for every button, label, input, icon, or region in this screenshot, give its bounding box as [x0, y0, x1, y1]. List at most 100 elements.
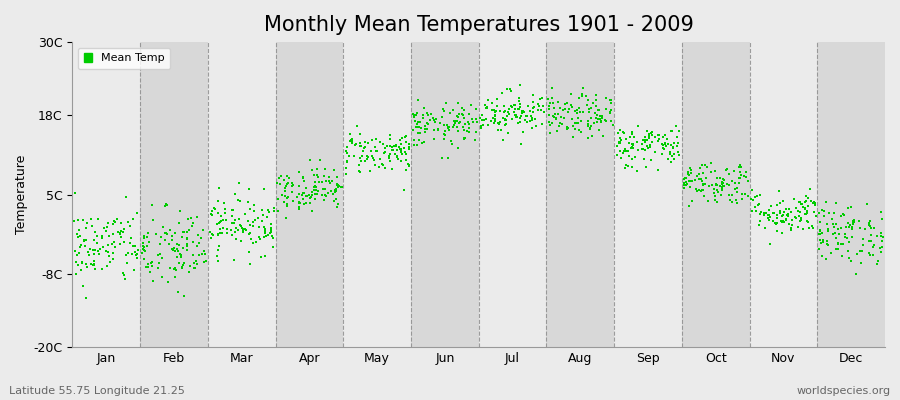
Point	[683, 178, 698, 185]
Point	[106, 256, 121, 262]
Point	[581, 135, 596, 141]
Point	[153, 234, 167, 240]
Point	[798, 198, 813, 204]
Point	[542, 111, 556, 118]
Point	[545, 85, 560, 92]
Point	[361, 154, 375, 160]
Point	[140, 264, 155, 270]
Point	[585, 133, 599, 139]
Point	[394, 147, 409, 153]
Point	[618, 165, 633, 171]
Point	[575, 93, 590, 99]
Point	[431, 126, 446, 132]
Point	[349, 141, 364, 148]
Point	[698, 180, 713, 187]
Point	[479, 104, 493, 111]
Point	[99, 228, 113, 234]
Point	[286, 198, 301, 204]
Point	[554, 104, 568, 111]
Point	[468, 136, 482, 143]
Point	[218, 206, 232, 212]
Point	[87, 262, 102, 268]
Point	[302, 199, 317, 206]
Point	[334, 184, 348, 190]
Point	[264, 226, 278, 233]
Point	[816, 208, 831, 214]
Point	[565, 116, 580, 122]
Point	[733, 162, 747, 168]
Point	[658, 132, 672, 138]
Point	[354, 158, 368, 164]
Point	[419, 126, 434, 132]
Point	[211, 231, 225, 238]
Point	[683, 166, 698, 173]
Point	[318, 192, 332, 198]
Point	[181, 216, 195, 222]
Point	[219, 217, 233, 223]
Point	[260, 214, 274, 220]
Point	[73, 244, 87, 250]
Point	[767, 210, 781, 216]
Point	[211, 198, 225, 204]
Point	[428, 118, 442, 125]
Point	[813, 231, 827, 237]
Point	[796, 226, 810, 232]
Point	[338, 171, 353, 178]
Point	[705, 169, 719, 176]
Point	[606, 121, 620, 128]
Point	[302, 157, 317, 164]
Point	[640, 143, 654, 150]
Point	[353, 168, 367, 175]
Point	[843, 222, 858, 228]
Point	[509, 114, 524, 120]
Point	[869, 232, 884, 239]
Point	[399, 151, 413, 158]
Point	[382, 153, 396, 160]
Point	[626, 131, 640, 138]
Point	[717, 183, 732, 189]
Point	[208, 206, 222, 212]
Point	[122, 223, 137, 229]
Point	[625, 144, 639, 150]
Point	[385, 147, 400, 153]
Point	[875, 216, 889, 222]
Point	[308, 191, 322, 198]
Point	[781, 221, 796, 227]
Point	[866, 252, 880, 258]
Point	[705, 182, 719, 188]
Point	[322, 174, 337, 180]
Point	[137, 244, 151, 250]
Point	[498, 108, 512, 114]
Point	[719, 180, 733, 187]
Point	[410, 97, 425, 103]
Point	[508, 114, 523, 120]
Point	[716, 183, 731, 189]
Point	[457, 127, 472, 134]
Point	[544, 94, 559, 101]
Point	[116, 270, 130, 276]
Point	[401, 162, 416, 169]
Point	[238, 211, 253, 218]
Point	[175, 234, 189, 241]
Point	[620, 163, 634, 169]
Point	[670, 143, 684, 149]
Point	[761, 212, 776, 218]
Point	[229, 229, 243, 235]
Point	[696, 186, 710, 193]
Point	[295, 196, 310, 202]
Point	[356, 145, 371, 151]
Point	[474, 112, 489, 118]
Point	[173, 208, 187, 214]
Point	[519, 112, 534, 119]
Point	[202, 228, 217, 235]
Point	[112, 230, 127, 236]
Point	[261, 232, 275, 238]
Point	[368, 144, 382, 150]
Point	[709, 182, 724, 188]
Point	[680, 181, 695, 187]
Point	[76, 237, 91, 244]
Point	[338, 148, 353, 154]
Point	[840, 235, 854, 241]
Point	[692, 187, 706, 194]
Point	[820, 241, 834, 247]
